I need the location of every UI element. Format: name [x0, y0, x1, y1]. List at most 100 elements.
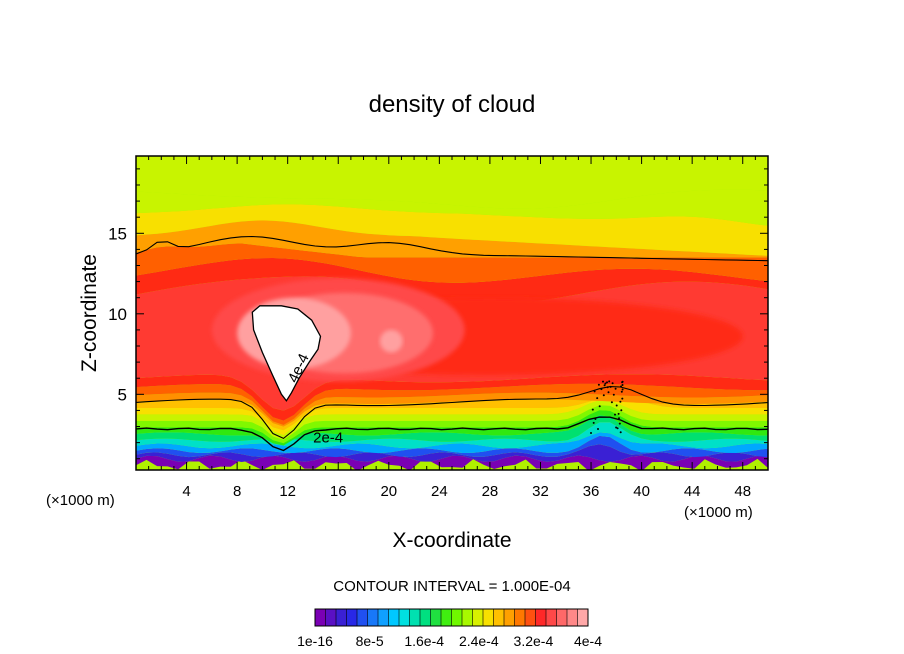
- x-tick-label: 28: [482, 483, 499, 500]
- x-tick-label: 44: [684, 483, 701, 500]
- contour-dot: [590, 432, 592, 434]
- contour-interval-text: CONTOUR INTERVAL = 1.000E-04: [333, 578, 570, 595]
- colorbar-swatch: [336, 609, 347, 626]
- contour-dot: [621, 384, 624, 386]
- y-tick-label: 5: [118, 385, 127, 404]
- contour-dot: [593, 390, 596, 393]
- x-tick-label: 20: [380, 483, 397, 500]
- core-region: [251, 305, 322, 402]
- colorbar-swatch: [493, 609, 505, 626]
- colorbar-swatch: [567, 609, 578, 626]
- contour-band: [136, 189, 768, 226]
- x-tick-label: 12: [279, 483, 296, 500]
- colorbar-swatch: [367, 609, 379, 626]
- contour-band: [136, 410, 768, 446]
- contour-bands: [136, 156, 768, 470]
- colorbar-label: 2.4e-4: [459, 633, 499, 649]
- contour-dot: [621, 388, 624, 391]
- contour-dot: [602, 394, 605, 397]
- colorbar-swatch: [420, 609, 431, 626]
- x-tick-label: 36: [583, 483, 600, 500]
- x-tick-label: 48: [734, 483, 751, 500]
- y-tick-label: 10: [108, 305, 127, 324]
- colorbar-swatch: [441, 609, 452, 626]
- colorbar-swatch: [357, 609, 368, 626]
- contour-dot: [604, 382, 607, 385]
- contour-dot: [598, 405, 601, 408]
- x-axis-label: X-coordinate: [392, 529, 511, 552]
- contour-dot: [611, 382, 614, 385]
- contour-band: [136, 243, 768, 283]
- contour-band: [136, 435, 768, 458]
- colorbar-labels: 1e-16 8e-5 1.6e-4 2.4e-4 3.2e-4 4e-4: [297, 633, 602, 649]
- contour-dot: [621, 397, 624, 400]
- contour-dot: [620, 390, 623, 393]
- chart-title: density of cloud: [369, 91, 536, 118]
- colorbar-swatch: [315, 609, 326, 626]
- colorbar-swatch: [430, 609, 442, 626]
- colorbar-swatch: [535, 609, 547, 626]
- contour-band: [136, 156, 768, 209]
- x-tick-label: 8: [233, 483, 241, 500]
- contour-band: [136, 220, 768, 258]
- x-tick-label: 24: [431, 483, 448, 500]
- density-region: [379, 329, 403, 353]
- contour-dot: [619, 400, 622, 403]
- contour-line: [136, 235, 768, 262]
- contour-band: [136, 204, 768, 256]
- x-unit-left: (×1000 m): [46, 492, 115, 509]
- contour-dot: [594, 418, 597, 420]
- contour-dot: [597, 383, 600, 386]
- colorbar-swatch: [472, 609, 484, 626]
- colorbar-label: 4e-4: [574, 633, 602, 649]
- contour-band: [136, 258, 768, 305]
- colorbar-swatch: [556, 609, 568, 626]
- colorbar-label: 1e-16: [297, 633, 333, 649]
- contour-dot: [603, 384, 606, 387]
- contour-dot: [596, 397, 599, 400]
- colorbar-swatch: [483, 609, 494, 626]
- contour-dot: [612, 393, 615, 396]
- colorbar-swatch: [525, 609, 536, 626]
- colorbar-label: 8e-5: [356, 633, 384, 649]
- contour-band: [136, 405, 768, 444]
- contour-dot: [607, 391, 610, 394]
- contour-band: [136, 374, 768, 421]
- contour-dot: [618, 422, 621, 425]
- colorbar-label: 1.6e-4: [404, 633, 444, 649]
- contour-band: [136, 395, 768, 431]
- contour-line: [136, 416, 768, 452]
- contour-dot: [614, 413, 616, 416]
- colorbar-swatch: [378, 609, 389, 626]
- contour-dot: [592, 421, 595, 424]
- contour-dot: [591, 408, 594, 411]
- contour-dot: [615, 404, 618, 407]
- colorbar-swatch: [325, 609, 337, 626]
- x-unit-right: (×1000 m): [684, 504, 753, 521]
- x-tick-label: 16: [330, 483, 347, 500]
- colorbar-swatch: [577, 609, 589, 626]
- colorbar-swatch: [514, 609, 526, 626]
- contour-band: [136, 383, 768, 425]
- colorbar-swatch: [504, 609, 515, 626]
- contour-band: [136, 444, 768, 462]
- contour-dot: [618, 417, 620, 420]
- contour-lines: 4e-42e-4: [136, 235, 768, 452]
- colorbar-swatch: [346, 609, 358, 626]
- contour-label: 2e-4: [313, 430, 343, 447]
- contour-dot: [606, 381, 608, 384]
- contour-dot: [610, 401, 613, 404]
- colorbar: [314, 608, 589, 627]
- x-tick-label: 32: [532, 483, 549, 500]
- contour-dot: [620, 385, 622, 388]
- contour-band: [136, 432, 768, 454]
- contour-dot: [619, 431, 622, 434]
- contour-band: [136, 415, 768, 446]
- contour-dot: [600, 388, 603, 391]
- contour-dot: [615, 426, 618, 429]
- contour-dot: [616, 427, 619, 430]
- colorbar-swatch: [546, 609, 557, 626]
- contour-band: [136, 392, 768, 427]
- colorbar-swatch: [451, 609, 463, 626]
